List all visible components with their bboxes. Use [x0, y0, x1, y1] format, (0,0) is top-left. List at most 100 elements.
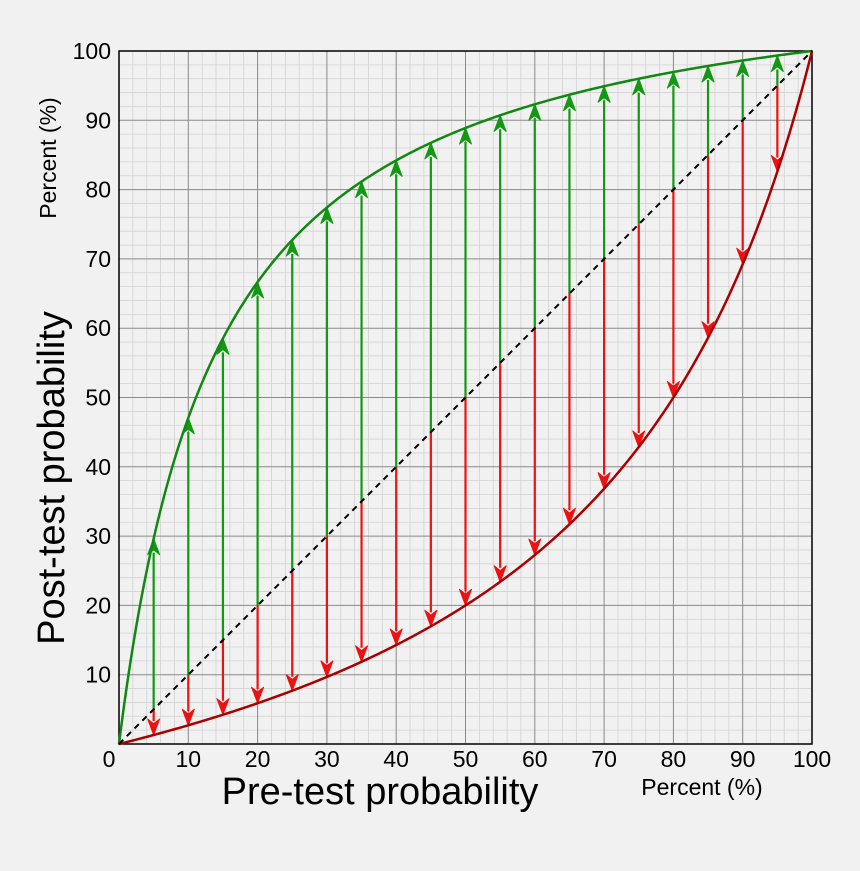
arrow-up-75-head — [632, 78, 646, 96]
arrow-up-65-head — [562, 94, 576, 112]
arrow-down-85-head — [701, 321, 715, 339]
arrow-up-55 — [493, 114, 507, 363]
arrow-up-50-head — [459, 127, 472, 145]
arrow-down-35 — [355, 501, 369, 663]
x-tick-label: 80 — [661, 746, 687, 772]
arrow-up-5 — [147, 538, 161, 710]
arrow-up-70 — [597, 85, 611, 259]
y-tick-label: 70 — [85, 246, 111, 272]
arrow-down-50-head — [459, 588, 472, 606]
x-tick-label: 100 — [793, 746, 831, 772]
arrow-up-45-head — [424, 142, 438, 160]
arrow-down-60 — [528, 328, 542, 556]
arrow-down-45 — [424, 432, 438, 627]
arrow-down-90 — [736, 120, 750, 265]
y-tick-label: 30 — [85, 523, 111, 549]
arrow-down-80 — [666, 189, 680, 398]
arrow-down-65-head — [562, 507, 576, 525]
y-tick-label: 100 — [73, 38, 111, 64]
arrow-down-55 — [493, 362, 507, 583]
arrow-up-65 — [562, 94, 576, 294]
x-tick-label: 70 — [591, 746, 617, 772]
arrow-down-35-head — [355, 645, 369, 663]
arrow-up-75 — [632, 78, 646, 225]
x-tick-label: 90 — [730, 746, 756, 772]
arrow-up-90-head — [736, 59, 750, 77]
arrow-down-45-head — [424, 609, 438, 627]
arrow-down-15 — [216, 640, 230, 716]
arrow-up-40-head — [389, 159, 403, 177]
arrow-down-85 — [701, 154, 715, 339]
x-tick-label: 60 — [522, 746, 548, 772]
arrow-up-85 — [701, 65, 715, 155]
arrow-up-25 — [285, 239, 299, 571]
arrow-up-30-head — [320, 206, 334, 224]
x-tick-labels: 0 10 20 30 40 50 60 70 80 90 100 — [103, 746, 832, 772]
arrow-up-15-head — [216, 337, 230, 355]
negative-result-arrows — [147, 85, 784, 736]
x-tick-label: 40 — [383, 746, 409, 772]
arrow-down-25 — [285, 570, 299, 692]
arrow-up-15 — [216, 337, 230, 641]
arrow-up-70-head — [597, 85, 611, 103]
arrow-down-30 — [320, 536, 334, 678]
y-tick-label: 50 — [85, 385, 111, 411]
arrow-up-20 — [251, 281, 265, 606]
arrow-down-30-head — [320, 660, 334, 678]
y-tick-label: 40 — [85, 454, 111, 480]
arrow-down-75-head — [632, 430, 646, 448]
x-axis-unit: Percent (%) — [641, 774, 762, 800]
no-change-diagonal — [118, 50, 813, 745]
y-tick-label: 10 — [85, 662, 111, 688]
arrow-up-35-head — [355, 181, 369, 199]
arrow-down-40 — [389, 466, 403, 646]
arrow-up-60 — [528, 103, 542, 329]
arrow-down-20 — [251, 605, 265, 704]
arrow-up-80-head — [666, 71, 680, 89]
arrow-down-70-head — [597, 472, 611, 490]
x-tick-label: 30 — [314, 746, 340, 772]
y-axis-title: Post-test probability — [31, 311, 73, 645]
arrow-down-75 — [632, 224, 646, 448]
arrow-down-15-head — [216, 698, 230, 716]
x-tick-label: 0 — [103, 746, 116, 772]
arrow-up-35 — [355, 181, 369, 502]
arrow-down-50 — [459, 397, 472, 606]
arrow-down-70 — [597, 258, 611, 490]
y-axis-unit: Percent (%) — [35, 97, 61, 218]
arrow-up-40 — [389, 159, 403, 467]
y-tick-label: 20 — [85, 592, 111, 618]
y-tick-label: 90 — [85, 107, 111, 133]
arrow-down-5 — [147, 709, 161, 736]
arrow-down-65 — [562, 293, 576, 525]
arrow-up-20-head — [251, 281, 265, 299]
x-tick-label: 20 — [245, 746, 271, 772]
x-tick-label: 50 — [453, 746, 479, 772]
arrow-down-20-head — [251, 686, 265, 704]
x-tick-label: 10 — [176, 746, 202, 772]
arrow-up-60-head — [528, 103, 542, 121]
arrow-down-25-head — [285, 674, 299, 692]
arrow-up-25-head — [285, 239, 299, 257]
arrow-up-30 — [320, 206, 334, 537]
arrow-down-55-head — [493, 565, 507, 583]
arrow-up-90 — [736, 59, 750, 121]
arrow-down-60-head — [528, 538, 542, 556]
y-tick-label: 80 — [85, 177, 111, 203]
arrow-down-5-head — [147, 718, 161, 736]
arrow-up-10 — [181, 417, 195, 675]
arrow-up-80 — [666, 71, 680, 190]
arrow-up-95 — [770, 55, 784, 86]
arrow-up-45 — [424, 142, 438, 433]
y-tick-label: 60 — [85, 315, 111, 341]
arrow-down-40-head — [389, 628, 403, 646]
arrow-up-85-head — [701, 65, 715, 83]
arrow-down-80-head — [666, 381, 680, 398]
x-axis-title: Pre-test probability — [222, 771, 539, 813]
arrow-up-95-head — [770, 55, 784, 73]
negative-test-curve — [118, 50, 814, 746]
arrow-up-50 — [459, 127, 472, 398]
plot-frame — [118, 50, 813, 745]
arrow-down-10 — [181, 674, 195, 726]
